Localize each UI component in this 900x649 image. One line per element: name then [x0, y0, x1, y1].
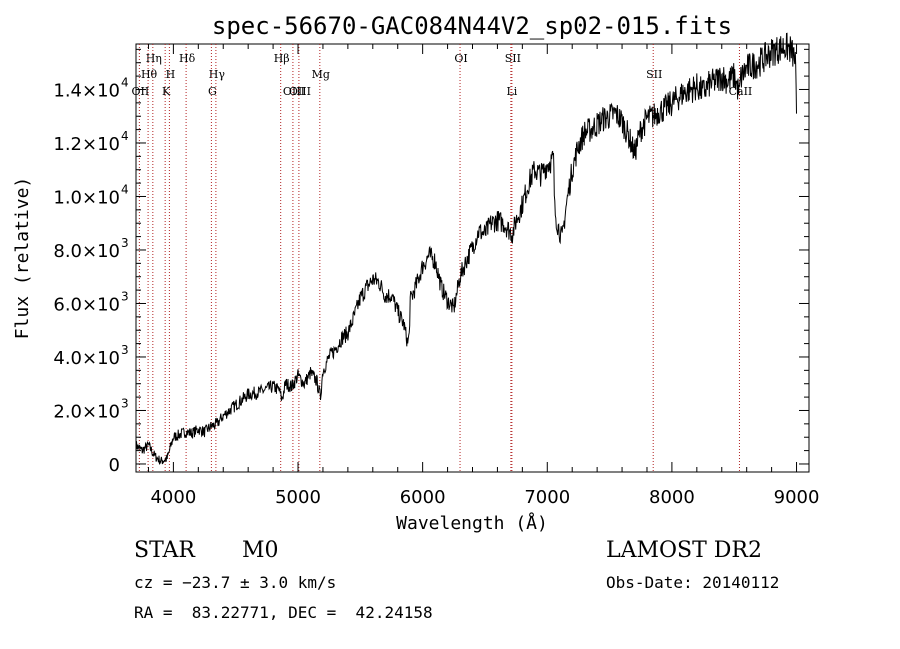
object-class: STAR — [134, 538, 195, 563]
y-tick-exponent: 4 — [121, 129, 129, 143]
y-tick-label: 1.4×10 — [53, 80, 120, 101]
y-tick-exponent: 4 — [121, 182, 129, 196]
y-tick-mantissa: 1.4×10 — [53, 80, 120, 101]
y-axis-ticks: 02.0×10 34.0×10 36.0×10 38.0×10 31.0×10 41.2×… — [53, 48, 809, 476]
marker-label: K — [162, 85, 171, 98]
y-tick-mantissa: 1.0×10 — [53, 187, 120, 208]
y-tick-exponent: 3 — [121, 343, 129, 357]
marker-label: OI — [454, 52, 467, 65]
obs-date: Obs-Date: 20140112 — [606, 573, 780, 592]
marker-label: OIII — [289, 85, 311, 98]
marker-label: Mg — [312, 68, 330, 81]
y-tick-label: 6.0×10 — [53, 294, 120, 315]
y-tick-exponent: 3 — [121, 396, 129, 410]
y-tick-exponent: 3 — [121, 289, 129, 303]
flux-series — [135, 32, 797, 465]
y-tick-mantissa: 8.0×10 — [53, 241, 120, 262]
y-tick-label: 4.0×10 — [53, 348, 120, 369]
y-tick-mantissa: 1.2×10 — [53, 134, 120, 155]
marker-label: OIII — [283, 85, 305, 98]
y-tick-exponent: 4 — [121, 75, 129, 89]
chart-title: spec-56670-GAC084N44V2_sp02-015.fits — [212, 12, 732, 40]
marker-label: Hη — [146, 52, 162, 65]
y-tick-label: 8.0×10 — [53, 241, 120, 262]
x-tick-label: 9000 — [774, 487, 820, 508]
marker-label: H — [166, 68, 176, 81]
x-tick-label: 4000 — [150, 487, 196, 508]
marker-label: G — [208, 85, 217, 98]
x-tick-label: 5000 — [275, 487, 321, 508]
marker-label: OII — [132, 85, 150, 98]
marker-label: SII — [505, 52, 521, 65]
coordinates: RA = 83.22771, DEC = 42.24158 — [134, 603, 433, 622]
marker-label: Hθ — [141, 68, 158, 81]
x-tick-label: 6000 — [400, 487, 446, 508]
marker-label: CaII — [729, 85, 753, 98]
marker-label: Hγ — [209, 68, 226, 81]
y-tick-mantissa: 4.0×10 — [53, 348, 120, 369]
marker-label: Hβ — [274, 52, 290, 65]
x-tick-label: 7000 — [524, 487, 570, 508]
y-tick-mantissa: 2.0×10 — [53, 401, 120, 422]
y-tick-label: 2.0×10 — [53, 401, 120, 422]
marker-label: Li — [506, 85, 517, 98]
y-tick-mantissa: 0 — [109, 455, 120, 476]
marker-label: SII — [646, 68, 662, 81]
y-tick-mantissa: 6.0×10 — [53, 294, 120, 315]
y-tick-label: 0 — [109, 455, 120, 476]
redshift-text: cz = −23.7 ± 3.0 km/s — [134, 573, 337, 592]
x-tick-label: 8000 — [649, 487, 695, 508]
y-tick-label: 1.0×10 — [53, 187, 120, 208]
object-subclass: M0 — [242, 538, 279, 563]
y-tick-label: 1.2×10 — [53, 134, 120, 155]
x-axis-label: Wavelength (Å) — [396, 512, 548, 534]
survey-name: LAMOST DR2 — [606, 538, 762, 563]
flux-line — [135, 32, 797, 465]
x-axis-ticks: 4000 5000 6000 7000 8000 9000 — [147, 44, 820, 508]
y-tick-exponent: 3 — [121, 236, 129, 250]
y-axis-label: Flux (relative) — [12, 177, 33, 340]
marker-label: Hδ — [179, 52, 196, 65]
